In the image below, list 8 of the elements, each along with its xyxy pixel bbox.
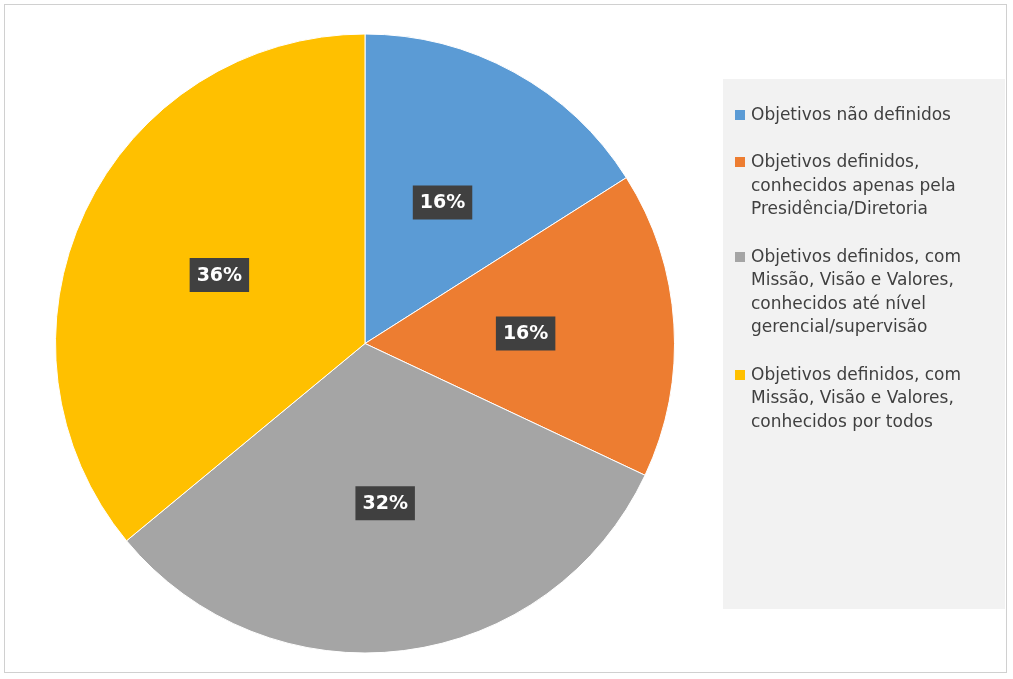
- data-label: 16%: [419, 190, 466, 213]
- data-label: 36%: [196, 262, 243, 285]
- legend-label: Objetivos definidos, com Missão, Visão e Valores, conhecidos por todos: [751, 362, 963, 433]
- legend-label: Objetivos não definidos: [751, 103, 951, 126]
- data-label: 16%: [502, 321, 549, 344]
- data-label: 32%: [362, 491, 408, 514]
- legend-label: Objetivos definidos, conhecidos apenas pela Presidência/Diretoria: [751, 150, 957, 221]
- legend-label: Objetivos definidos, com Missão, Visão e Valores, conhecidos até nível gerencial/supervisão: [751, 244, 963, 339]
